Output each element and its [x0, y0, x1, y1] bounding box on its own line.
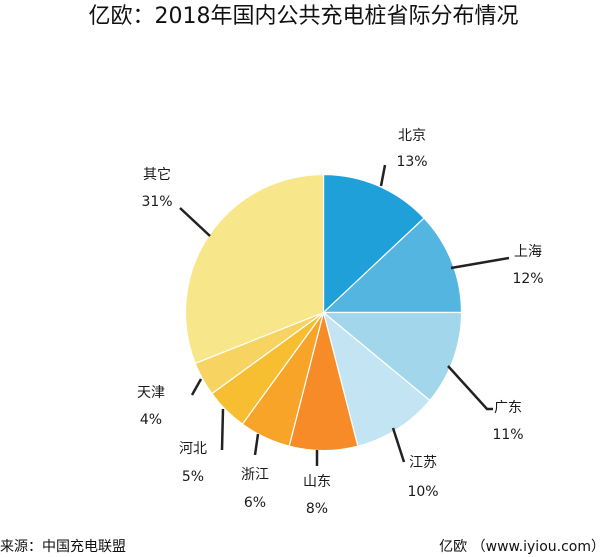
leader-line-4	[391, 427, 406, 463]
leader-line-3	[447, 365, 493, 411]
pie-slice-2	[321, 217, 463, 314]
slice-label-3: 广东	[494, 400, 522, 416]
slice-value-6: 6%	[244, 495, 266, 511]
slice-labels: 北京 13% 上海 12% 广东 11% 江苏 10% 山东 8% 浙江 6% 河北 5% 天津 4% 其它 31…	[137, 128, 544, 517]
slice-label-7: 河北	[179, 441, 207, 457]
slice-label-1: 北京	[398, 128, 426, 144]
leader-line-1	[379, 164, 387, 187]
slice-value-2: 12%	[512, 271, 543, 287]
leader-lines	[179, 164, 510, 466]
slice-value-4: 10%	[407, 484, 438, 500]
slice-label-9: 其它	[143, 166, 171, 183]
slice-value-9: 31%	[141, 194, 172, 210]
slice-label-5: 山东	[303, 474, 331, 490]
slice-value-5: 8%	[306, 501, 328, 517]
leader-line-6	[253, 433, 260, 456]
pie-slice-3	[321, 311, 463, 402]
leader-line-2	[450, 256, 510, 270]
chart-title: 亿欧：2018年国内公共充电桩省际分布情况	[88, 4, 519, 29]
slice-label-6: 浙江	[241, 467, 269, 483]
source-note: 来源：中国充电联盟	[0, 539, 126, 555]
publisher-credit: 亿欧 （www.iyiou.com）	[439, 539, 605, 555]
slice-label-8: 天津	[137, 385, 165, 401]
pie-slices	[184, 173, 463, 452]
leader-line-9	[179, 207, 211, 237]
slice-value-7: 5%	[182, 469, 204, 485]
leader-line-8	[190, 378, 203, 396]
slice-value-3: 11%	[492, 427, 523, 443]
leader-line-7	[220, 408, 225, 451]
pie-slice-1	[322, 173, 425, 314]
slice-value-1: 13%	[396, 154, 427, 170]
slice-label-4: 江苏	[409, 455, 437, 471]
slice-value-8: 4%	[140, 412, 162, 428]
slice-label-2: 上海	[514, 244, 542, 260]
pie-slice-4	[322, 310, 431, 447]
